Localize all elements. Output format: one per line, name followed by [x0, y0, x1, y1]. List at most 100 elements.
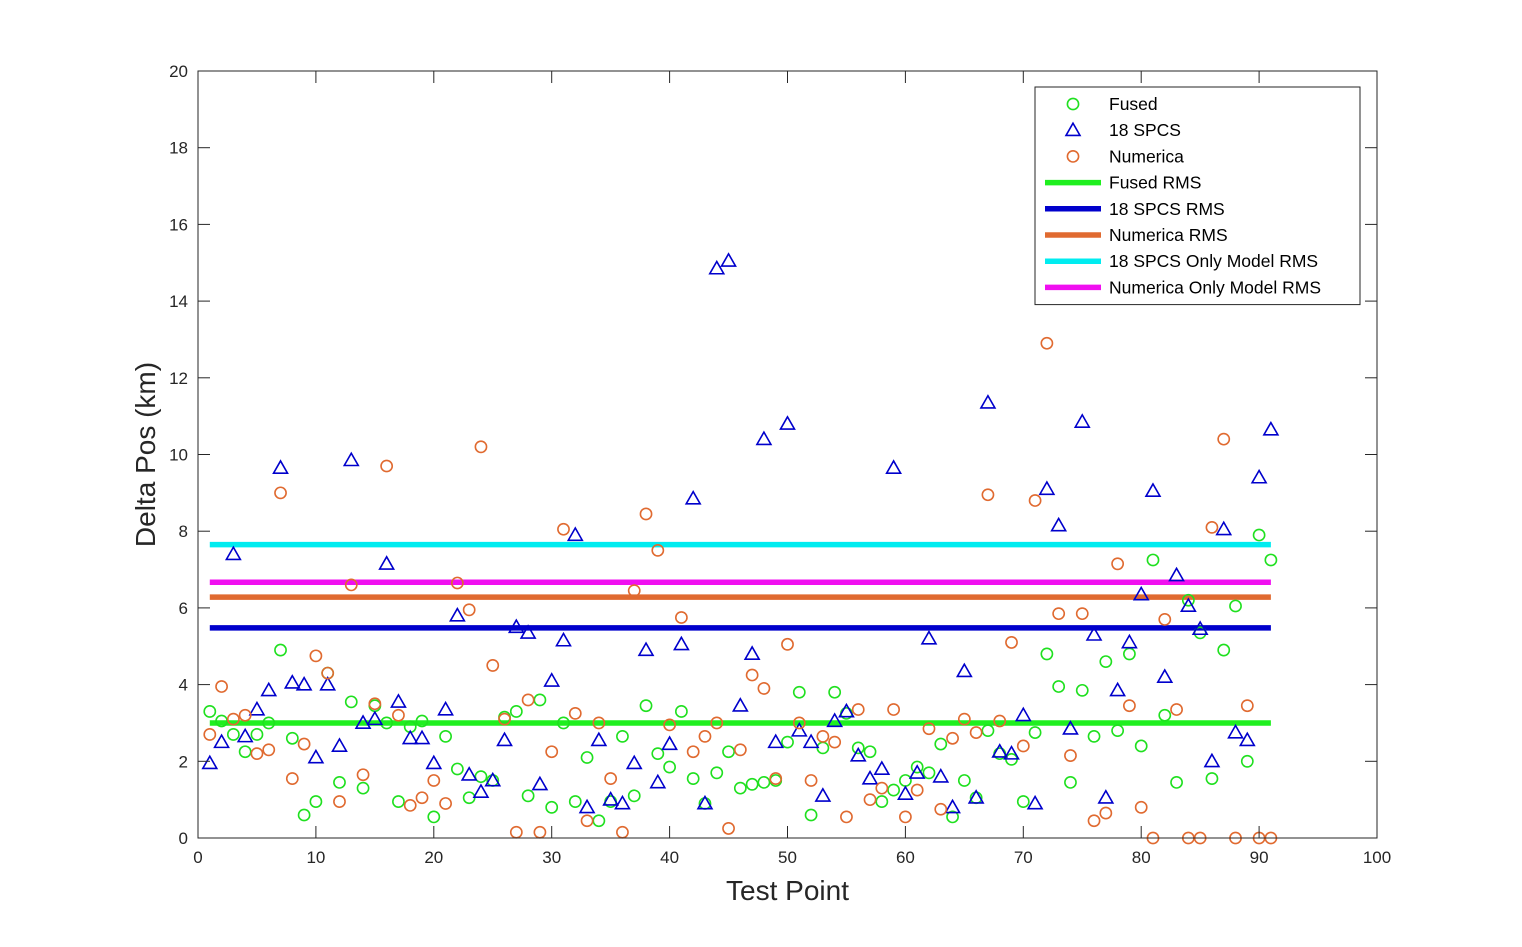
numerica-point [957, 712, 971, 726]
fused-point [745, 777, 759, 791]
fused-point [686, 772, 700, 785]
x-tick-label: 70 [1014, 848, 1033, 867]
fused-point [285, 731, 299, 745]
18-spcs-point [814, 787, 832, 802]
numerica-point [215, 680, 228, 693]
fused-point [580, 751, 594, 764]
18-spcs-point [578, 798, 596, 814]
18-spcs-point [378, 555, 396, 570]
numerica-point [356, 768, 370, 782]
numerica-point [1134, 800, 1148, 814]
numerica-point [899, 810, 912, 824]
18-spcs-point [1062, 720, 1079, 735]
numerica-point [250, 747, 264, 761]
fused-point [887, 783, 901, 797]
fused-point [568, 795, 582, 808]
fused-point [733, 781, 747, 795]
18-spcs-point [625, 754, 643, 770]
18-spcs-point [602, 791, 620, 806]
18-spcs-point [767, 733, 785, 749]
numerica-point [1099, 806, 1113, 820]
18-spcs-point [449, 606, 466, 622]
18-spcs-point [991, 743, 1009, 758]
numerica-point [344, 578, 358, 592]
fused-point [238, 745, 252, 759]
numerica-point [993, 714, 1007, 728]
18-spcs-point [366, 710, 384, 726]
fused-point [1028, 726, 1042, 739]
18-spcs-point [967, 789, 985, 804]
fused-point [439, 729, 452, 743]
18-spcs-point [979, 394, 997, 409]
y-tick-label: 0 [179, 829, 188, 848]
numerica-point [710, 716, 724, 730]
numerica-point [1240, 699, 1254, 713]
18-spcs-point [201, 754, 219, 770]
18-spcs-point [507, 618, 525, 634]
numerica-point [557, 522, 570, 536]
numerica-point [910, 783, 924, 797]
numerica-point [568, 706, 582, 720]
18-spcs-point [1050, 516, 1068, 532]
18-spcs-point [649, 773, 667, 789]
numerica-point [816, 729, 830, 743]
legend-entry-fused: Fused [1066, 94, 1158, 114]
numerica-point [450, 576, 464, 590]
18-spcs-point [519, 624, 537, 639]
fused-point [274, 643, 287, 657]
x-tick-label: 0 [193, 848, 202, 867]
fused-point [674, 705, 688, 718]
18-spcs-point [673, 635, 690, 651]
18-spcs-point [496, 731, 513, 747]
18-spcs-point [543, 672, 561, 687]
fused-point [1264, 553, 1278, 567]
18-spcs-point [1156, 668, 1174, 683]
legend-entry-numerica-rms: Numerica RMS [1045, 225, 1228, 245]
numerica-point [1170, 703, 1183, 716]
numerica-point [1028, 494, 1042, 507]
fused-point [415, 714, 429, 728]
numerica-point [486, 659, 500, 672]
18-spcs-point [331, 737, 348, 753]
numerica-point [1217, 432, 1231, 446]
numerica-point [580, 814, 594, 828]
fused-point [1075, 683, 1089, 697]
18-spcs-point [425, 754, 443, 770]
18-spcs-point [1003, 745, 1020, 760]
numerica-point [274, 486, 287, 500]
legend-entry-18-spcs-only-model-rms: 18 SPCS Only Model RMS [1045, 251, 1318, 271]
fused-point [509, 705, 523, 718]
18-spcs-point [1073, 413, 1091, 428]
18-spcs-point [354, 714, 372, 730]
18-spcs-point [460, 766, 478, 781]
fused-point [1158, 708, 1172, 722]
numerica-point [969, 726, 983, 739]
legend-swatch [1066, 149, 1080, 163]
fused-point [639, 699, 653, 713]
fused-point [1205, 772, 1219, 785]
18-spcs-point [932, 768, 950, 783]
fused-point [1087, 729, 1101, 743]
numerica-point [769, 772, 783, 785]
numerica-point [851, 703, 865, 716]
18-spcs-point [1109, 681, 1126, 697]
fused-point [851, 741, 865, 755]
legend-label: Numerica [1109, 146, 1184, 166]
fused-point [1229, 599, 1242, 613]
fused-point [1134, 739, 1148, 753]
fused-point [1217, 643, 1231, 657]
numerica-point [686, 745, 700, 759]
legend-label: Numerica RMS [1109, 225, 1228, 245]
x-tick-label: 90 [1250, 848, 1269, 867]
numerica-point [1064, 749, 1077, 762]
fused-point [215, 714, 228, 728]
18-spcs-point [213, 733, 230, 749]
legend-label: 18 SPCS RMS [1109, 199, 1225, 219]
fused-point [863, 745, 877, 759]
legend-label: 18 SPCS Only Model RMS [1109, 251, 1318, 271]
legend-label: Numerica Only Model RMS [1109, 277, 1321, 297]
fused-point [710, 766, 724, 780]
numerica-point [1075, 607, 1089, 621]
18-spcs-point [743, 645, 761, 660]
